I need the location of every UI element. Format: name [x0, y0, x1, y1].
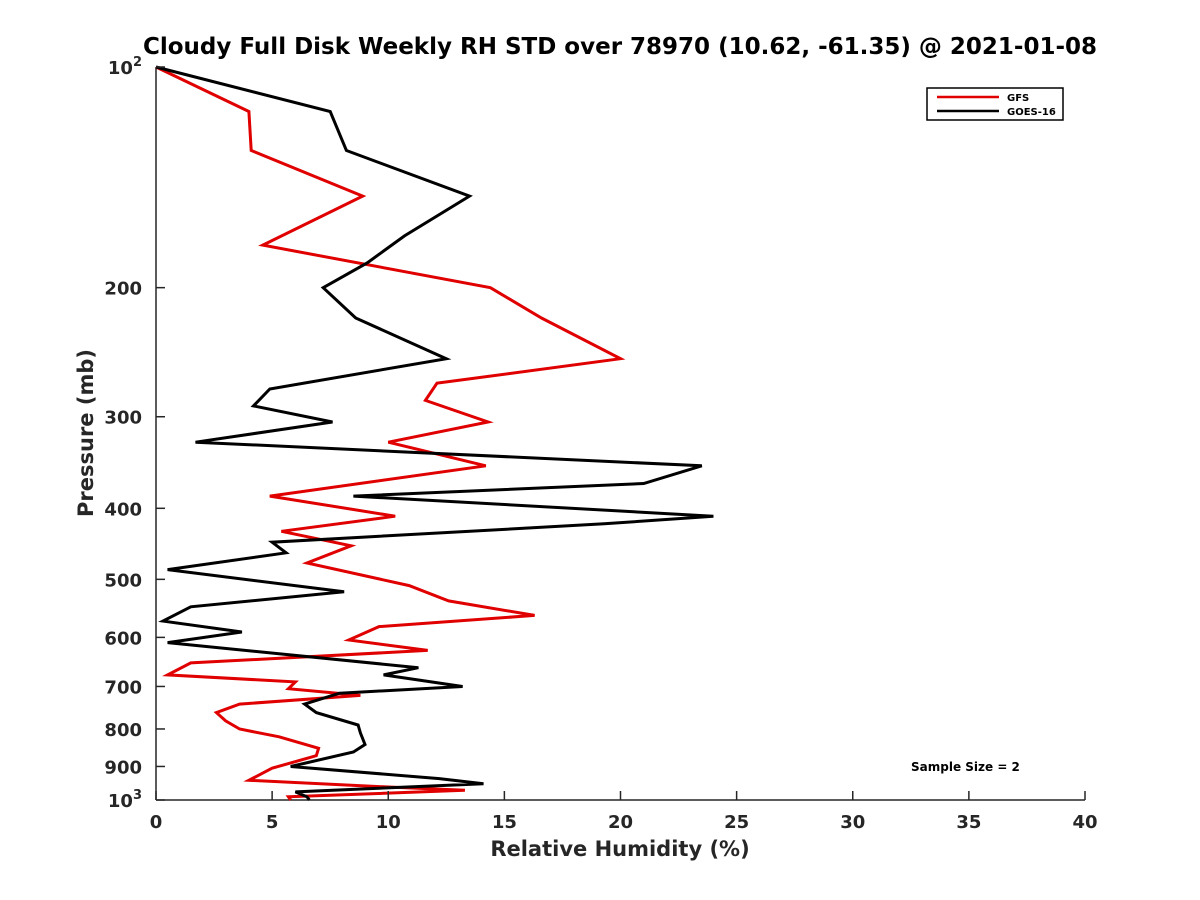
- legend: GFS GOES-16: [926, 87, 1064, 121]
- legend-box: [926, 87, 1064, 121]
- x-tick-label: 30: [840, 812, 865, 833]
- sample-size-annotation: Sample Size = 2: [911, 760, 1020, 774]
- ticks-layer: 0 5 10 15 20 25 30 35 40 102 200 300 400 500 600 700 800…: [104, 55, 1097, 833]
- y-tick-label: 900: [104, 757, 142, 778]
- y-tick-label: 700: [104, 677, 142, 698]
- legend-label-gfs: GFS: [1007, 93, 1029, 104]
- series-layer: [155, 65, 714, 801]
- series-line-goes16: [155, 65, 714, 801]
- y-tick-label: 800: [104, 720, 142, 741]
- y-tick-label: 400: [104, 499, 142, 520]
- x-tick-label: 0: [150, 812, 163, 833]
- legend-label-goes16: GOES-16: [1007, 107, 1056, 118]
- x-tick-label: 20: [608, 812, 633, 833]
- x-axis-label: Relative Humidity (%): [490, 837, 749, 861]
- x-tick-label: 40: [1072, 812, 1097, 833]
- series-line-gfs: [155, 65, 626, 801]
- y-axis-label: Pressure (mb): [74, 349, 98, 517]
- y-tick-label: 500: [104, 570, 142, 591]
- x-tick-label: 25: [724, 812, 749, 833]
- x-tick-label: 15: [492, 812, 517, 833]
- x-tick-label: 10: [376, 812, 401, 833]
- y-tick-label: 200: [104, 279, 142, 300]
- chart-title: Cloudy Full Disk Weekly RH STD over 7897…: [143, 34, 1097, 60]
- x-tick-label: 5: [266, 812, 279, 833]
- x-tick-label: 35: [956, 812, 981, 833]
- y-tick-label: 300: [104, 408, 142, 429]
- y-tick-label: 102: [108, 55, 142, 79]
- y-tick-label: 600: [104, 628, 142, 649]
- y-tick-label: 103: [108, 788, 142, 812]
